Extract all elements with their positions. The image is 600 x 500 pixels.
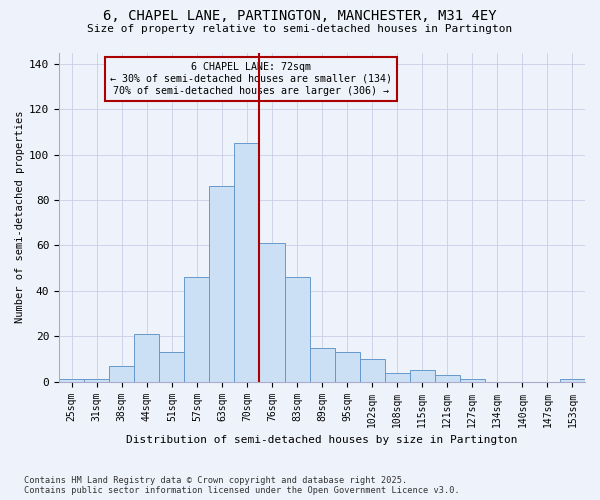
- Text: Size of property relative to semi-detached houses in Partington: Size of property relative to semi-detach…: [88, 24, 512, 34]
- Bar: [284, 278, 310, 382]
- Text: 6, CHAPEL LANE, PARTINGTON, MANCHESTER, M31 4EY: 6, CHAPEL LANE, PARTINGTON, MANCHESTER, …: [103, 9, 497, 23]
- Y-axis label: Number of semi-detached properties: Number of semi-detached properties: [15, 111, 25, 324]
- Bar: [359, 359, 385, 382]
- Bar: [385, 372, 410, 382]
- Bar: [435, 375, 460, 382]
- Bar: [109, 366, 134, 382]
- X-axis label: Distribution of semi-detached houses by size in Partington: Distribution of semi-detached houses by …: [127, 435, 518, 445]
- Bar: [259, 243, 284, 382]
- Bar: [335, 352, 359, 382]
- Text: Contains HM Land Registry data © Crown copyright and database right 2025.
Contai: Contains HM Land Registry data © Crown c…: [24, 476, 460, 495]
- Bar: [235, 144, 259, 382]
- Bar: [59, 380, 84, 382]
- Bar: [460, 380, 485, 382]
- Bar: [310, 348, 335, 382]
- Bar: [560, 380, 585, 382]
- Bar: [160, 352, 184, 382]
- Bar: [84, 380, 109, 382]
- Bar: [184, 278, 209, 382]
- Bar: [410, 370, 435, 382]
- Text: 6 CHAPEL LANE: 72sqm
← 30% of semi-detached houses are smaller (134)
70% of semi: 6 CHAPEL LANE: 72sqm ← 30% of semi-detac…: [110, 62, 392, 96]
- Bar: [209, 186, 235, 382]
- Bar: [134, 334, 160, 382]
